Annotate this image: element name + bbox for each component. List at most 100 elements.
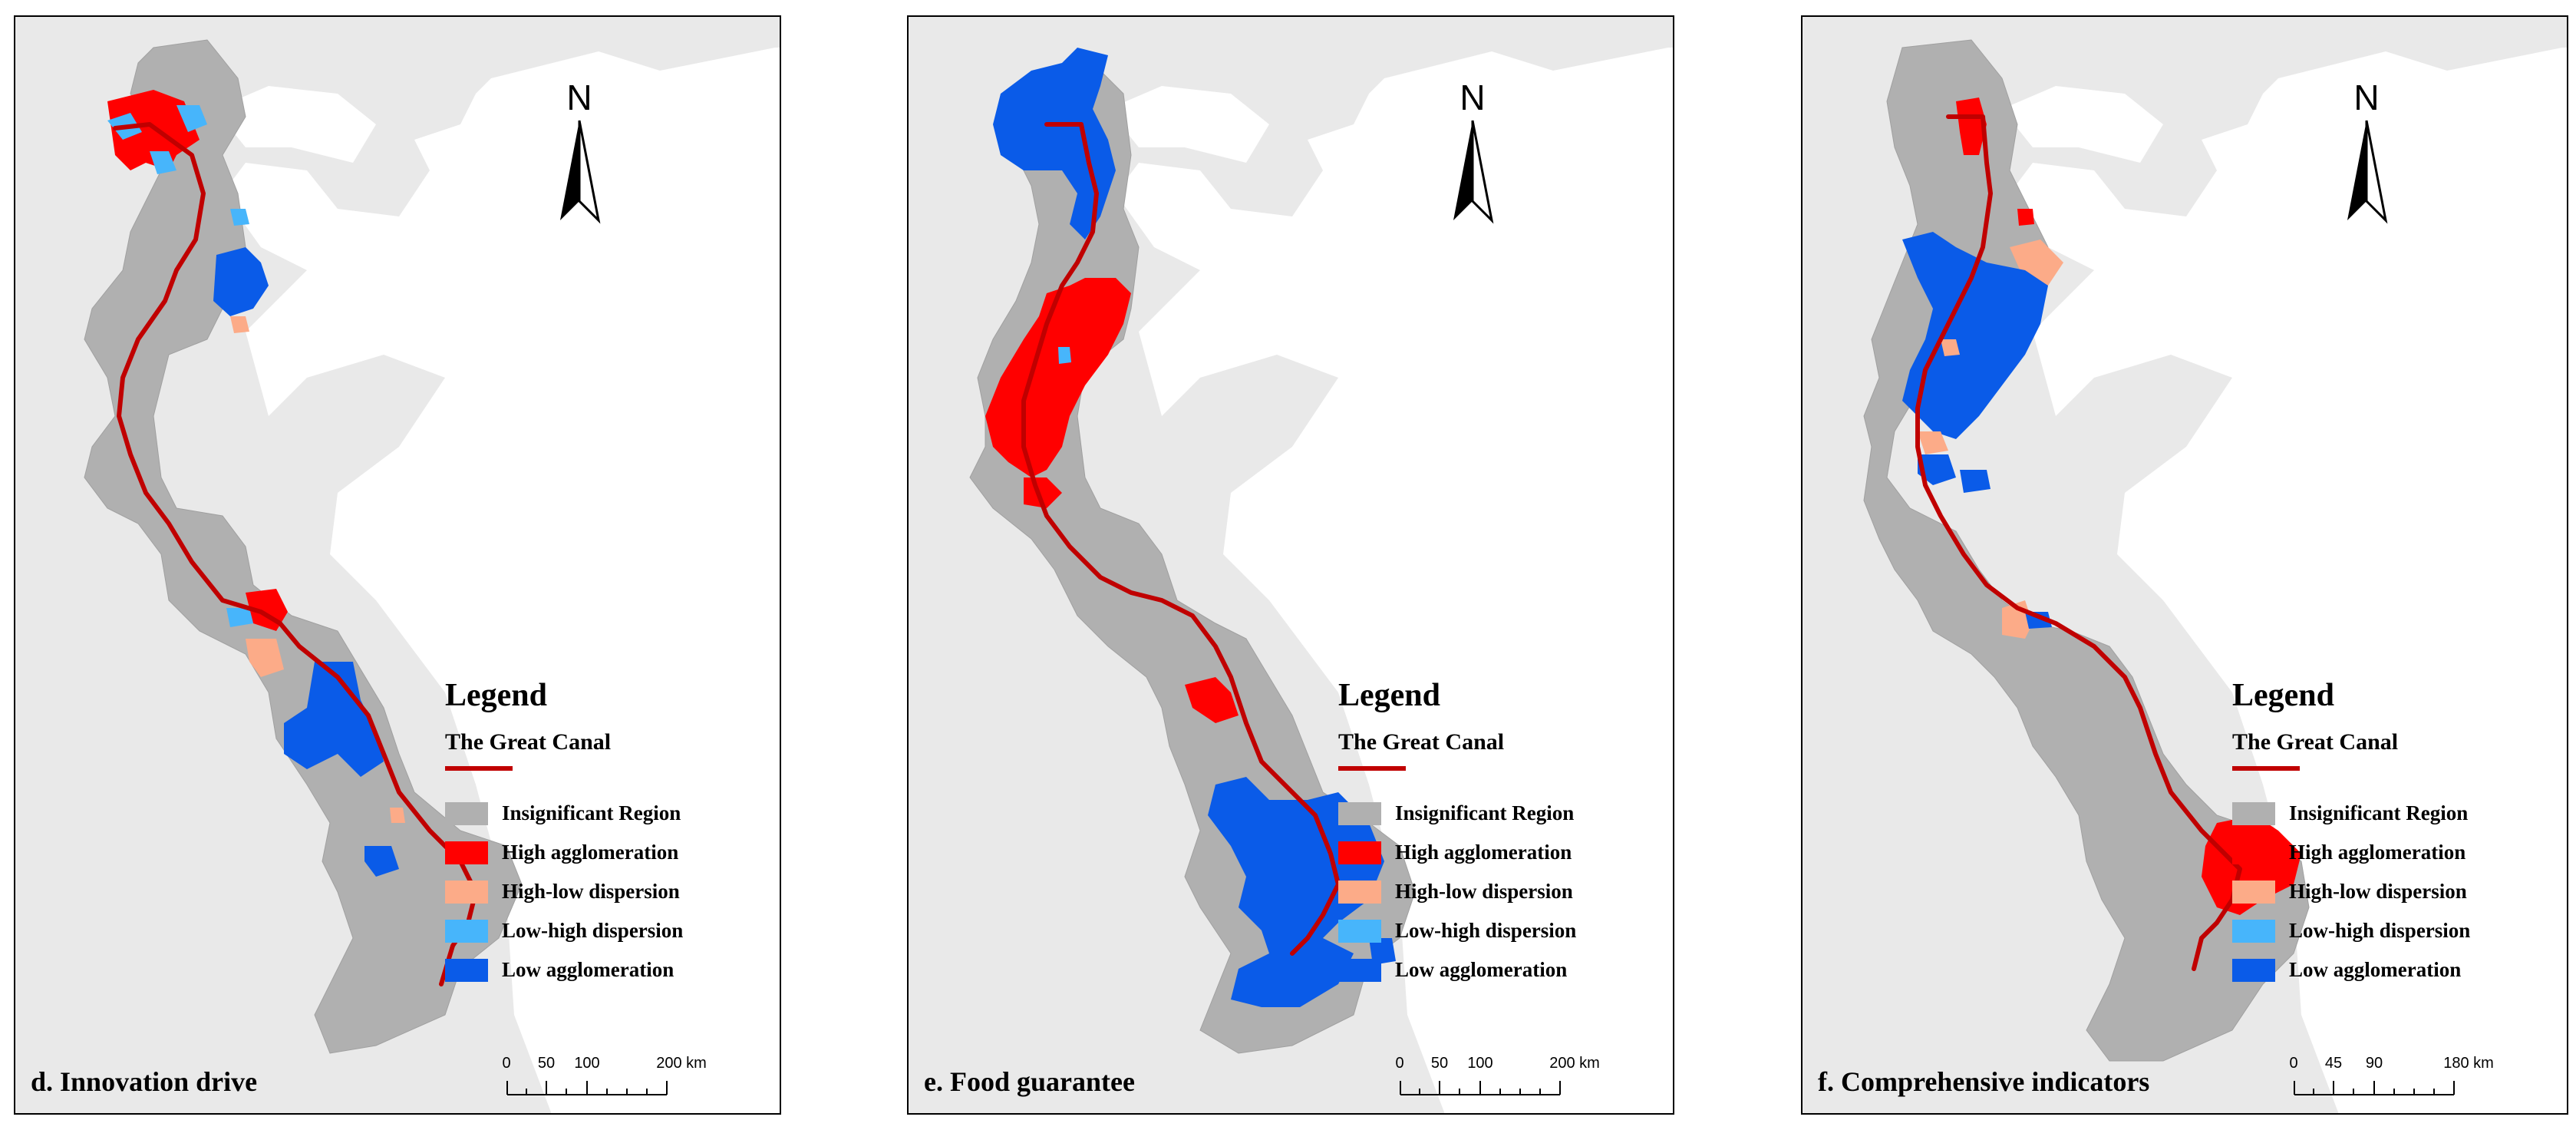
north-letter: N: [566, 78, 592, 117]
legend-item-high-agglomeration: High agglomeration: [2232, 833, 2555, 872]
scale-labels: 0 45 90 180 km: [2289, 1055, 2524, 1075]
legend-item-insignificant: Insignificant Region: [445, 794, 767, 833]
legend-canal-line: [1338, 766, 1406, 771]
legend-item-label: Insignificant Region: [1395, 801, 1575, 824]
legend-swatch: [1338, 880, 1381, 904]
study-region: [84, 39, 523, 1054]
panel-title: f. Comprehensive indicators: [1818, 1066, 2150, 1097]
cluster-low-high-dispersion: [150, 151, 176, 174]
north-arrow: N: [2332, 78, 2401, 224]
legend-item-insignificant: Insignificant Region: [2232, 794, 2555, 833]
scale-bar: 0 50 100 200 km: [1395, 1055, 1630, 1101]
panel-title: d. Innovation drive: [31, 1066, 258, 1097]
scale-label: 45: [2324, 1055, 2343, 1072]
legend-item-low-high-dispersion: Low-high dispersion: [1338, 911, 1661, 950]
north-arrow-icon: [1453, 120, 1494, 224]
legend-swatch: [2232, 958, 2275, 982]
legend-item-low-high-dispersion: Low-high dispersion: [2232, 911, 2555, 950]
cluster-high-agglomeration: [2017, 209, 2034, 226]
sea-area: [1116, 48, 1673, 1113]
legend-swatch: [1338, 958, 1381, 982]
legend-item-label: High agglomeration: [1395, 841, 1572, 864]
scale-ruler: [2294, 1081, 2455, 1095]
legend-swatch: [2232, 919, 2275, 943]
legend-item-low-agglomeration: Low agglomeration: [445, 950, 767, 990]
north-arrow-icon: [560, 120, 601, 224]
cluster-low-agglomeration: [1918, 454, 1956, 485]
map-panel-comprehensive-indicators: N Legend The Great Canal Insignificant R…: [1801, 15, 2568, 1115]
north-arrow-icon: [2347, 120, 2388, 224]
sea-area: [215, 86, 376, 163]
scale-ruler: [1400, 1081, 1561, 1095]
cluster-low-agglomeration: [364, 846, 399, 877]
legend-canal-label: The Great Canal: [1338, 729, 1505, 755]
legend-swatch: [1338, 841, 1381, 864]
scale-label: 0: [2289, 1055, 2298, 1072]
legend: Legend The Great Canal Insignificant Reg…: [1338, 677, 1661, 990]
cluster-low-high-dispersion: [230, 209, 249, 226]
legend-swatch: [2232, 880, 2275, 904]
legend-swatch: [1338, 919, 1381, 943]
legend-item-low-agglomeration: Low agglomeration: [2232, 950, 2555, 990]
great-canal-line: [1915, 114, 2242, 971]
scale-label: 50: [537, 1055, 556, 1072]
cluster-high-low-dispersion: [1918, 431, 1948, 454]
legend-item-label: Low agglomeration: [1395, 958, 1568, 981]
legend-swatch: [445, 958, 488, 982]
legend-canal-line: [2232, 766, 2300, 771]
cluster-low-high-dispersion: [176, 105, 207, 132]
legend: Legend The Great Canal Insignificant Reg…: [2232, 677, 2555, 990]
north-letter: N: [2353, 78, 2380, 117]
legend-item-label: Low-high dispersion: [2289, 919, 2471, 942]
legend-item-high-low-dispersion: High-low dispersion: [1338, 872, 1661, 911]
legend-title: Legend: [2232, 678, 2335, 713]
scale-labels: 0 50 100 200 km: [1395, 1055, 1630, 1075]
legend-title: Legend: [445, 678, 548, 713]
legend-item-low-high-dispersion: Low-high dispersion: [445, 911, 767, 950]
scale-bar: 0 50 100 200 km: [502, 1055, 737, 1101]
map-panel-innovation-drive: N Legend The Great Canal Insignificant R…: [14, 15, 781, 1115]
cluster-low-agglomeration: [213, 247, 269, 316]
scale-label: 100: [574, 1055, 600, 1072]
cluster-low-agglomeration: [993, 48, 1116, 240]
cluster-low-high-dispersion: [226, 608, 253, 627]
legend-item-label: High-low dispersion: [502, 880, 680, 903]
map-panel-food-guarantee: N Legend The Great Canal Insignificant R…: [907, 15, 1674, 1115]
legend-item-label: High-low dispersion: [1395, 880, 1573, 903]
legend-item-label: Low agglomeration: [502, 958, 675, 981]
legend-canal-label: The Great Canal: [2232, 729, 2399, 755]
north-letter: N: [1460, 78, 1486, 117]
scale-label: 90: [2365, 1055, 2383, 1072]
legend-swatch: [1338, 801, 1381, 825]
cluster-low-agglomeration: [1902, 232, 2048, 439]
legend-item-high-agglomeration: High agglomeration: [445, 833, 767, 872]
scale-label: 50: [1430, 1055, 1449, 1072]
cluster-high-low-dispersion: [246, 639, 284, 677]
legend-item-label: High-low dispersion: [2289, 880, 2467, 903]
legend-item-insignificant: Insignificant Region: [1338, 794, 1661, 833]
scale-label: 100: [1467, 1055, 1493, 1072]
legend-title: Legend: [1338, 678, 1441, 713]
legend-item-label: High agglomeration: [502, 841, 679, 864]
map-canvas: [969, 48, 1673, 1113]
scale-label: 180 km: [2443, 1055, 2494, 1072]
scale-label: 0: [502, 1055, 511, 1072]
legend-swatch: [445, 801, 488, 825]
scale-label: 200 km: [656, 1055, 707, 1072]
map-canvas: [84, 39, 780, 1113]
legend-item-label: Insignificant Region: [2289, 801, 2469, 824]
legend-item-label: Low agglomeration: [2289, 958, 2462, 981]
scale-ruler: [506, 1081, 668, 1095]
legend-canal-label: The Great Canal: [445, 729, 612, 755]
cluster-high-low-dispersion: [230, 316, 249, 333]
sea-area: [1108, 86, 1269, 163]
sea-area: [2002, 86, 2163, 163]
cluster-high-agglomeration: [985, 278, 1131, 477]
legend-item-low-agglomeration: Low agglomeration: [1338, 950, 1661, 990]
cluster-high-low-dispersion: [390, 808, 405, 823]
panel-title: e. Food guarantee: [924, 1066, 1135, 1097]
cluster-high-low-dispersion: [1941, 339, 1960, 356]
sea-area: [223, 48, 780, 1113]
legend-swatch: [2232, 801, 2275, 825]
cluster-low-high-dispersion: [1058, 347, 1071, 364]
